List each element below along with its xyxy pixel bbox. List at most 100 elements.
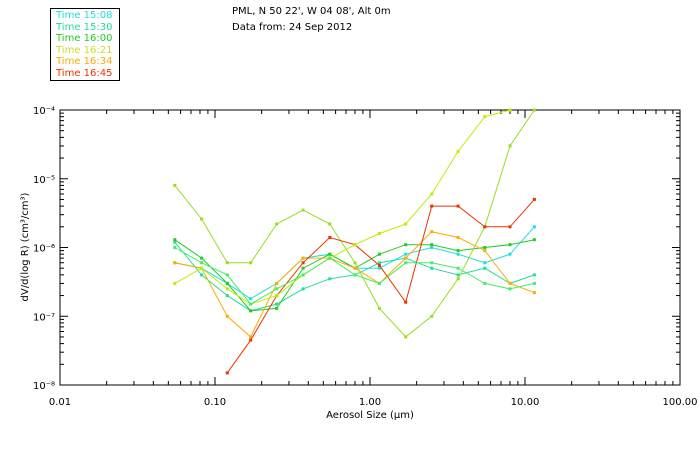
data-point: [404, 261, 408, 265]
data-point: [225, 281, 229, 285]
data-point: [249, 335, 253, 339]
data-point: [301, 208, 305, 212]
data-point: [483, 249, 487, 253]
data-point: [353, 243, 357, 247]
data-point: [456, 252, 460, 256]
data-point: [430, 266, 434, 270]
data-point: [456, 204, 460, 208]
legend-entry: Time 15:30: [56, 21, 113, 33]
data-point: [430, 204, 434, 208]
data-point: [483, 261, 487, 265]
data-point: [377, 261, 381, 265]
data-point: [353, 266, 357, 270]
data-point: [328, 252, 332, 256]
data-point: [508, 108, 512, 112]
data-point: [456, 249, 460, 253]
data-point: [430, 261, 434, 265]
data-point: [532, 273, 536, 277]
data-point: [508, 287, 512, 291]
data-point: [456, 149, 460, 153]
data-point: [430, 230, 434, 234]
legend-entry: Time 16:34: [56, 56, 113, 67]
data-point: [483, 246, 487, 249]
series-line: [174, 109, 511, 305]
data-point: [456, 236, 460, 239]
plot-area: [59, 109, 681, 386]
data-point: [301, 261, 305, 265]
data-point: [249, 261, 253, 265]
x-tick-label: 0.10: [204, 397, 226, 408]
data-point: [377, 263, 381, 267]
data-point: [404, 252, 408, 256]
chart-title: PML, N 50 22', W 04 08', Alt 0m: [232, 6, 391, 17]
data-point: [483, 281, 487, 285]
data-point: [532, 197, 536, 201]
data-point: [404, 300, 408, 304]
data-point: [275, 306, 279, 310]
data-point: [275, 281, 279, 285]
data-point: [532, 225, 536, 229]
data-point: [353, 273, 357, 277]
data-point: [225, 273, 229, 277]
data-point: [404, 243, 408, 247]
data-point: [483, 225, 487, 229]
data-point: [301, 273, 305, 277]
data-point: [404, 256, 408, 260]
data-point: [249, 302, 253, 306]
y-tick-label: 10⁻⁶: [33, 244, 55, 255]
data-point: [301, 287, 305, 291]
data-point: [532, 291, 536, 295]
data-point: [377, 281, 381, 285]
data-point: [483, 115, 487, 119]
data-point: [430, 192, 434, 196]
data-point: [508, 252, 512, 256]
data-point: [328, 277, 332, 281]
data-point: [173, 261, 177, 265]
data-point: [456, 277, 460, 281]
data-point: [508, 144, 512, 148]
data-point: [532, 108, 536, 112]
data-point: [532, 281, 536, 285]
data-point: [200, 266, 204, 270]
data-point: [301, 256, 305, 260]
data-point: [430, 243, 434, 247]
legend-entry: Time 16:00: [56, 33, 113, 44]
data-point: [377, 306, 381, 310]
data-point: [225, 261, 229, 265]
data-point: [430, 246, 434, 249]
data-point: [456, 273, 460, 277]
data-point: [173, 238, 177, 242]
x-tick-label: 1.00: [359, 397, 381, 408]
data-point: [275, 302, 279, 306]
series-line: [226, 199, 535, 374]
data-point: [225, 287, 229, 291]
data-point: [249, 309, 253, 313]
data-point: [508, 225, 512, 229]
data-point: [200, 261, 204, 265]
data-point: [275, 222, 279, 226]
data-point: [225, 294, 229, 298]
y-tick-label: 10⁻⁷: [33, 312, 55, 323]
data-point: [249, 338, 253, 342]
data-point: [377, 252, 381, 256]
data-point: [275, 294, 279, 298]
data-point: [173, 281, 177, 285]
data-point: [225, 314, 229, 318]
y-tick-label: 10⁻⁸: [33, 381, 55, 392]
chart-subtitle: Data from: 24 Sep 2012: [232, 22, 353, 33]
legend-entry: Time 16:45: [56, 67, 113, 79]
data-point: [200, 273, 204, 277]
x-tick-label: 10.00: [511, 397, 540, 408]
x-axis-label: Aerosol Size (μm): [326, 410, 414, 421]
data-point: [328, 256, 332, 260]
legend-entry: Time 15:08: [56, 10, 113, 21]
data-point: [173, 240, 177, 244]
data-point: [353, 261, 357, 265]
y-tick-label: 10⁻⁴: [33, 106, 55, 117]
legend: Time 15:08 Time 15:30 Time 16:00 Time 16:21…: [50, 8, 120, 81]
data-point: [508, 281, 512, 285]
data-point: [301, 266, 305, 270]
data-point: [483, 266, 487, 270]
data-point: [508, 243, 512, 247]
